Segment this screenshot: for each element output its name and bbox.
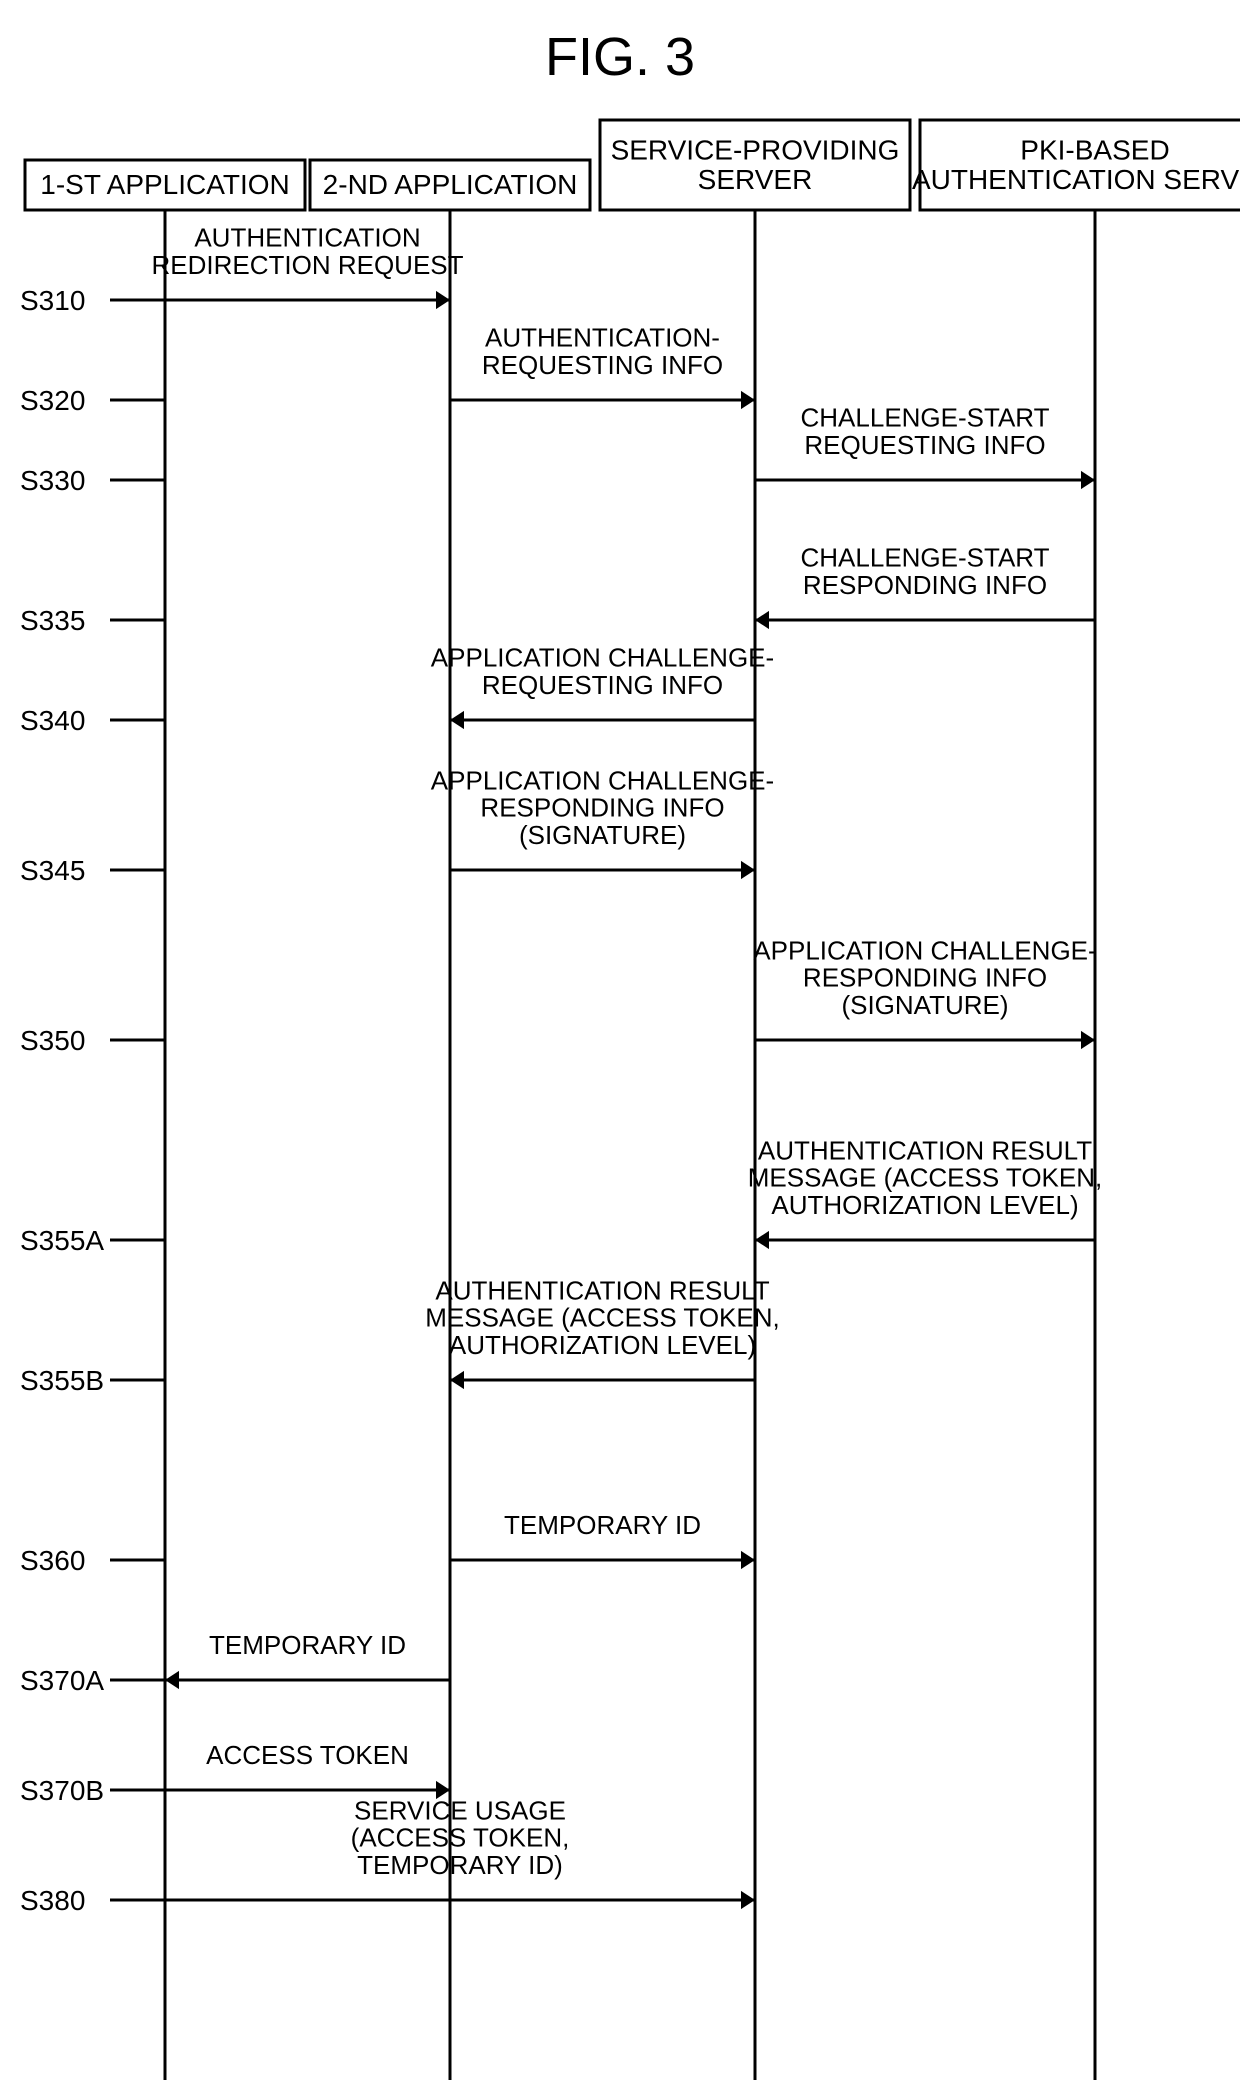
message-label-S380: SERVICE USAGE (354, 1795, 566, 1825)
arrow-head (741, 861, 755, 879)
message-label-S345: RESPONDING INFO (480, 793, 724, 823)
message-label-S340: REQUESTING INFO (482, 670, 723, 700)
message-label-S355B: AUTHORIZATION LEVEL) (449, 1330, 756, 1360)
step-S380: S380 (20, 1885, 85, 1916)
actor-label-sps: SERVICE-PROVIDING (611, 134, 900, 165)
message-label-S350: APPLICATION CHALLENGE- (753, 935, 1096, 965)
message-label-S330: CHALLENGE-START (801, 403, 1050, 433)
step-S355A: S355A (20, 1225, 104, 1256)
step-S310: S310 (20, 285, 85, 316)
message-label-S380: TEMPORARY ID) (357, 1850, 563, 1880)
arrow-head (450, 1371, 464, 1389)
figure-title: FIG. 3 (545, 27, 695, 87)
message-label-S320: AUTHENTICATION- (485, 323, 720, 353)
step-S320: S320 (20, 385, 85, 416)
step-S360: S360 (20, 1545, 85, 1576)
message-label-S355A: AUTHENTICATION RESULT (758, 1135, 1092, 1165)
actor-label-pki: AUTHENTICATION SERVER (912, 164, 1240, 195)
actor-label-app2: 2-ND APPLICATION (323, 169, 578, 200)
message-label-S330: REQUESTING INFO (804, 430, 1045, 460)
arrow-head (450, 711, 464, 729)
message-label-S355B: MESSAGE (ACCESS TOKEN, (425, 1303, 779, 1333)
message-label-S350: (SIGNATURE) (841, 990, 1008, 1020)
arrow-head (755, 611, 769, 629)
step-S340: S340 (20, 705, 85, 736)
step-S350: S350 (20, 1025, 85, 1056)
arrow-head (1081, 1031, 1095, 1049)
arrow-head (165, 1671, 179, 1689)
arrow-head (436, 291, 450, 309)
message-label-S355B: AUTHENTICATION RESULT (435, 1275, 769, 1305)
step-S345: S345 (20, 855, 85, 886)
step-S370B: S370B (20, 1775, 104, 1806)
step-S370A: S370A (20, 1665, 104, 1696)
actor-label-app1: 1-ST APPLICATION (40, 169, 289, 200)
message-label-S335: CHALLENGE-START (801, 543, 1050, 573)
sequence-diagram: FIG. 3 1-ST APPLICATION 2-ND APPLICATION SE… (0, 0, 1240, 2097)
step-S330: S330 (20, 465, 85, 496)
message-label-S340: APPLICATION CHALLENGE- (431, 643, 774, 673)
arrow-head (741, 391, 755, 409)
step-S335: S335 (20, 605, 85, 636)
message-label-S380: (ACCESS TOKEN, (351, 1823, 570, 1853)
message-label-S335: RESPONDING INFO (803, 570, 1047, 600)
step-S355B: S355B (20, 1365, 104, 1396)
arrow-head (741, 1891, 755, 1909)
message-label-S320: REQUESTING INFO (482, 350, 723, 380)
message-label-S370A: TEMPORARY ID (209, 1630, 406, 1660)
message-label-S310: AUTHENTICATION (194, 223, 420, 253)
message-label-S355A: AUTHORIZATION LEVEL) (771, 1190, 1078, 1220)
arrow-head (741, 1551, 755, 1569)
message-label-S360: TEMPORARY ID (504, 1510, 701, 1540)
actor-label-sps: SERVER (698, 164, 813, 195)
message-label-S355A: MESSAGE (ACCESS TOKEN, (748, 1163, 1102, 1193)
message-label-S310: REDIRECTION REQUEST (151, 250, 463, 280)
actor-label-pki: PKI-BASED (1020, 134, 1169, 165)
message-label-S370B: ACCESS TOKEN (206, 1740, 409, 1770)
message-label-S345: (SIGNATURE) (519, 820, 686, 850)
arrow-head (1081, 471, 1095, 489)
message-label-S350: RESPONDING INFO (803, 963, 1047, 993)
arrow-head (755, 1231, 769, 1249)
message-label-S345: APPLICATION CHALLENGE- (431, 765, 774, 795)
